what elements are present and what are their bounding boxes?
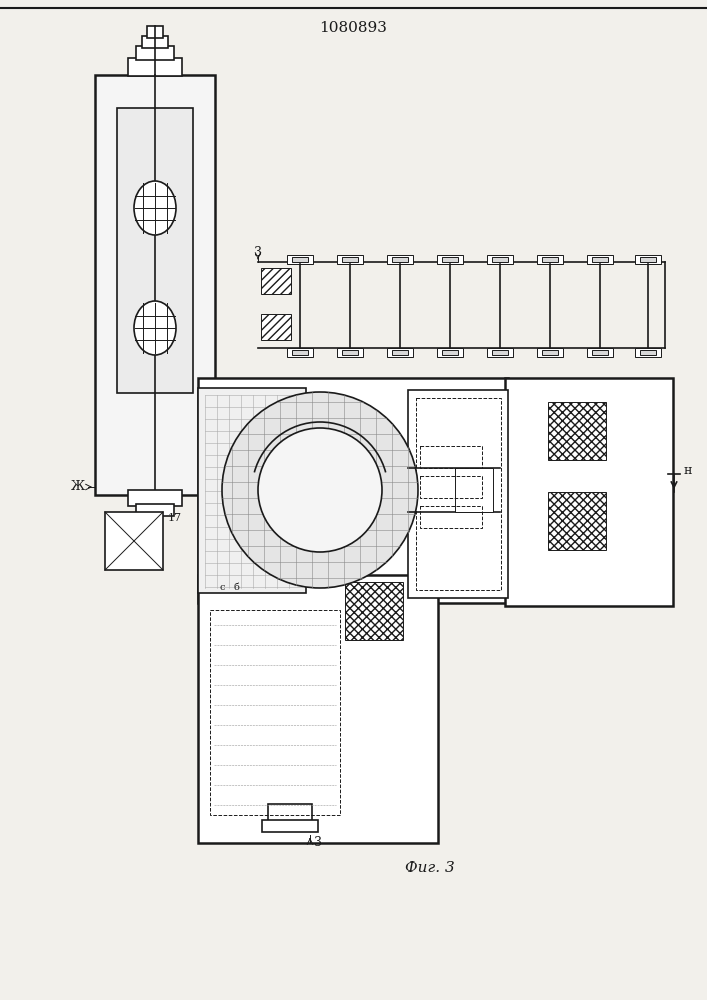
- Text: Ж: Ж: [71, 481, 85, 493]
- Bar: [487, 348, 513, 357]
- Bar: [542, 257, 558, 262]
- Bar: [640, 350, 656, 355]
- Bar: [537, 348, 563, 357]
- Bar: [492, 257, 508, 262]
- Bar: [635, 348, 661, 357]
- Text: 3: 3: [314, 836, 322, 850]
- Bar: [342, 257, 358, 262]
- Bar: [587, 348, 613, 357]
- Bar: [136, 504, 174, 516]
- Bar: [261, 314, 291, 340]
- Bar: [387, 348, 413, 357]
- Bar: [592, 350, 608, 355]
- Text: 17: 17: [168, 513, 182, 523]
- Bar: [287, 255, 313, 264]
- Bar: [408, 390, 508, 598]
- Bar: [420, 446, 482, 468]
- Bar: [95, 75, 215, 495]
- Bar: [292, 350, 308, 355]
- Bar: [210, 610, 340, 815]
- Bar: [142, 36, 168, 48]
- Bar: [442, 257, 458, 262]
- Bar: [117, 108, 193, 393]
- Bar: [261, 268, 291, 294]
- Text: 1080893: 1080893: [319, 21, 387, 35]
- Bar: [442, 350, 458, 355]
- Bar: [198, 575, 438, 843]
- Bar: [416, 398, 501, 590]
- Bar: [345, 582, 403, 640]
- Bar: [492, 350, 508, 355]
- Bar: [537, 255, 563, 264]
- Text: н: н: [684, 464, 692, 477]
- Bar: [147, 26, 163, 38]
- Bar: [392, 350, 408, 355]
- Bar: [128, 58, 182, 76]
- Bar: [198, 378, 508, 603]
- Ellipse shape: [134, 181, 176, 235]
- Text: б: б: [233, 584, 239, 592]
- Bar: [548, 492, 606, 550]
- Bar: [548, 402, 606, 460]
- Bar: [437, 255, 463, 264]
- Bar: [592, 257, 608, 262]
- Bar: [587, 255, 613, 264]
- Bar: [198, 388, 306, 593]
- Bar: [387, 255, 413, 264]
- Bar: [128, 490, 182, 506]
- Bar: [287, 348, 313, 357]
- Bar: [105, 512, 163, 570]
- Circle shape: [222, 392, 418, 588]
- Ellipse shape: [134, 301, 176, 355]
- Bar: [262, 820, 318, 832]
- Bar: [337, 255, 363, 264]
- Bar: [342, 350, 358, 355]
- Circle shape: [258, 428, 382, 552]
- Bar: [292, 257, 308, 262]
- Bar: [640, 257, 656, 262]
- Bar: [268, 804, 312, 822]
- Bar: [635, 255, 661, 264]
- Bar: [455, 468, 493, 512]
- Bar: [487, 255, 513, 264]
- Text: Фиг. 3: Фиг. 3: [405, 861, 455, 875]
- Bar: [392, 257, 408, 262]
- Bar: [542, 350, 558, 355]
- Bar: [136, 46, 174, 60]
- Bar: [337, 348, 363, 357]
- Bar: [420, 476, 482, 498]
- Text: 3: 3: [254, 245, 262, 258]
- Bar: [420, 506, 482, 528]
- Bar: [437, 348, 463, 357]
- Text: с: с: [219, 584, 225, 592]
- Bar: [505, 378, 673, 606]
